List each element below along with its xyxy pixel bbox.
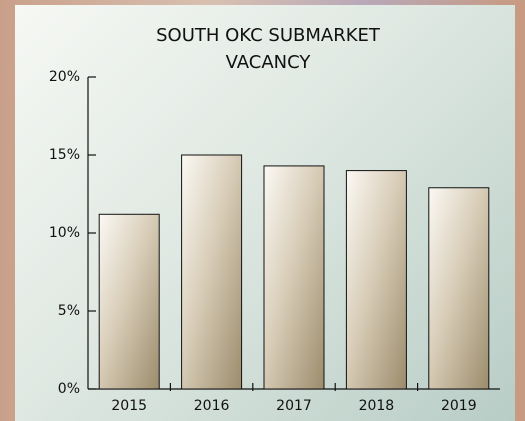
y-tick-label: 15% [49, 147, 80, 163]
chart-title: SOUTH OKC SUBMARKET VACANCY [156, 25, 380, 73]
x-tick-label: 2015 [111, 398, 147, 414]
bar [98, 213, 160, 390]
y-tick-label: 10% [49, 225, 80, 241]
x-tick-label: 2018 [359, 398, 395, 414]
x-tick-label: 2019 [441, 398, 477, 414]
bar [428, 187, 490, 390]
y-tick-label: 20% [49, 69, 80, 85]
y-tick-label: 5% [58, 303, 80, 319]
bar [263, 165, 325, 390]
x-tick-label: 2016 [194, 398, 230, 414]
bar [345, 170, 407, 390]
y-tick-label: 0% [58, 381, 80, 397]
x-tick-label: 2017 [276, 398, 312, 414]
bar [181, 154, 243, 390]
